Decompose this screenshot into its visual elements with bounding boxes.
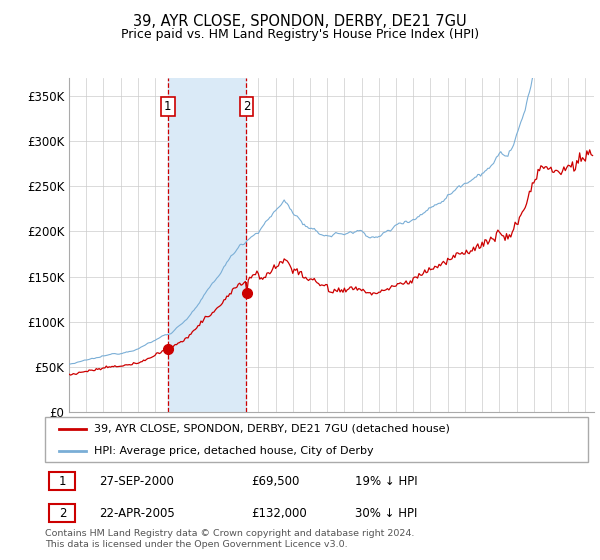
Text: 19% ↓ HPI: 19% ↓ HPI [355, 474, 417, 488]
Text: 1: 1 [59, 474, 66, 488]
Text: £69,500: £69,500 [251, 474, 300, 488]
Bar [168, 78, 247, 412]
Text: HPI: Average price, detached house, City of Derby: HPI: Average price, detached house, City… [94, 446, 373, 456]
Text: 22-APR-2005: 22-APR-2005 [100, 507, 175, 520]
FancyBboxPatch shape [45, 417, 588, 462]
FancyBboxPatch shape [49, 504, 76, 522]
Text: This data is licensed under the Open Government Licence v3.0.: This data is licensed under the Open Gov… [45, 540, 347, 549]
Text: £132,000: £132,000 [251, 507, 307, 520]
FancyBboxPatch shape [49, 472, 76, 490]
Text: 2: 2 [59, 507, 66, 520]
Text: 2: 2 [243, 100, 250, 113]
Text: 27-SEP-2000: 27-SEP-2000 [100, 474, 174, 488]
Text: Price paid vs. HM Land Registry's House Price Index (HPI): Price paid vs. HM Land Registry's House … [121, 28, 479, 41]
Text: 30% ↓ HPI: 30% ↓ HPI [355, 507, 417, 520]
Text: 39, AYR CLOSE, SPONDON, DERBY, DE21 7GU (detached house): 39, AYR CLOSE, SPONDON, DERBY, DE21 7GU … [94, 424, 450, 434]
Text: 39, AYR CLOSE, SPONDON, DERBY, DE21 7GU: 39, AYR CLOSE, SPONDON, DERBY, DE21 7GU [133, 14, 467, 29]
Text: Contains HM Land Registry data © Crown copyright and database right 2024.: Contains HM Land Registry data © Crown c… [45, 529, 415, 538]
Text: 1: 1 [164, 100, 172, 113]
